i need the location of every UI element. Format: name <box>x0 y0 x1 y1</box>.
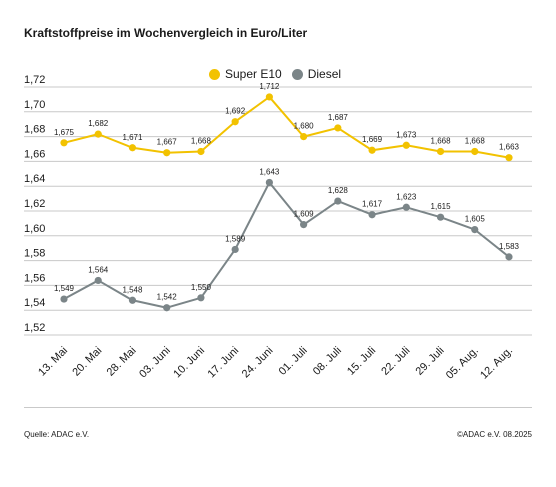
data-point-super-e10 <box>402 141 410 149</box>
y-tick-label: 1,60 <box>24 223 45 235</box>
data-label-diesel: 1,550 <box>191 283 212 292</box>
x-tick-label: 17. Juni <box>206 345 242 381</box>
data-label-super-e10: 1,692 <box>225 107 246 116</box>
data-point-diesel <box>197 294 205 302</box>
data-label-diesel: 1,548 <box>122 285 143 294</box>
x-tick-label: 15. Juli <box>345 345 378 378</box>
data-label-diesel: 1,542 <box>157 293 178 302</box>
legend-swatch-diesel <box>291 68 303 80</box>
data-label-super-e10: 1,682 <box>88 119 109 128</box>
data-label-super-e10: 1,671 <box>122 133 143 142</box>
x-tick-label: 12. Aug. <box>478 345 515 382</box>
data-point-diesel <box>368 211 376 219</box>
x-tick-label: 22. Juli <box>379 345 412 378</box>
x-tick-label: 28. Mai <box>105 345 139 379</box>
series-line-super-e10 <box>63 95 510 159</box>
x-tick-label: 29. Juli <box>414 345 447 378</box>
data-label-super-e10: 1,668 <box>465 136 486 145</box>
data-label-super-e10: 1,712 <box>259 82 280 91</box>
y-tick-label: 1,66 <box>24 148 45 160</box>
data-point-diesel <box>128 296 137 304</box>
data-point-super-e10 <box>368 146 376 154</box>
x-tick-label: 24. Juni <box>240 345 276 381</box>
data-point-super-e10 <box>231 118 239 126</box>
data-label-diesel: 1,628 <box>328 186 349 195</box>
x-tick-label: 01. Juli <box>277 345 310 378</box>
data-point-super-e10 <box>471 147 479 156</box>
data-label-super-e10: 1,673 <box>396 130 417 139</box>
data-label-diesel: 1,564 <box>88 265 109 274</box>
data-label-super-e10: 1,675 <box>54 128 75 137</box>
data-point-diesel <box>60 295 68 303</box>
legend-label-diesel: Diesel <box>307 67 342 81</box>
data-point-super-e10 <box>265 93 273 101</box>
chart-title: Kraftstoffpreise im Wochenvergleich in E… <box>24 26 308 40</box>
y-tick-label: 1,58 <box>24 248 45 260</box>
data-label-diesel: 1,643 <box>259 167 280 176</box>
data-point-diesel <box>505 253 513 261</box>
x-tick-label: 08. Juli <box>311 345 344 378</box>
data-point-super-e10 <box>60 139 68 147</box>
data-point-diesel <box>231 245 239 254</box>
data-label-super-e10: 1,669 <box>362 135 383 144</box>
data-label-super-e10: 1,663 <box>499 143 520 152</box>
x-tick-label: 10. Juni <box>171 345 207 381</box>
y-tick-label: 1,56 <box>24 272 45 284</box>
data-point-super-e10 <box>436 147 445 156</box>
data-label-diesel: 1,549 <box>54 284 75 293</box>
y-tick-label: 1,54 <box>24 297 45 309</box>
data-label-diesel: 1,617 <box>362 200 383 209</box>
legend-label-super-e10: Super E10 <box>225 67 282 81</box>
x-tick-label: 13. Mai <box>36 345 70 379</box>
data-point-super-e10 <box>197 147 205 156</box>
data-label-diesel: 1,605 <box>465 215 486 224</box>
data-label-diesel: 1,589 <box>225 234 246 243</box>
data-label-super-e10: 1,687 <box>328 113 349 122</box>
data-point-super-e10 <box>128 144 137 152</box>
data-label-diesel: 1,609 <box>294 210 315 219</box>
y-tick-label: 1,68 <box>24 124 45 136</box>
data-label-diesel: 1,615 <box>431 202 452 211</box>
data-point-super-e10 <box>505 154 513 162</box>
x-tick-label: 03. Juni <box>137 345 173 381</box>
series-line-diesel <box>63 181 510 309</box>
y-tick-label: 1,62 <box>24 198 45 210</box>
legend-item-super-e10: Super E10 <box>209 67 282 81</box>
data-point-diesel <box>334 197 342 205</box>
y-tick-label: 1,70 <box>24 99 45 111</box>
data-label-super-e10: 1,668 <box>191 136 212 145</box>
data-point-diesel <box>402 203 410 211</box>
data-label-diesel: 1,583 <box>499 242 520 251</box>
data-label-super-e10: 1,667 <box>157 138 178 147</box>
data-label-super-e10: 1,680 <box>294 122 315 131</box>
x-tick-label: 20. Mai <box>70 345 104 379</box>
legend-swatch-super-e10 <box>209 68 220 80</box>
data-point-diesel <box>94 276 102 285</box>
x-tick-label: 05. Aug. <box>444 345 481 382</box>
data-point-super-e10 <box>94 130 102 138</box>
copyright-note: ©ADAC e.V. 08.2025 <box>457 430 532 439</box>
data-point-super-e10 <box>163 149 171 157</box>
source-note: Quelle: ADAC e.V. <box>24 430 90 439</box>
data-point-diesel <box>265 178 273 187</box>
data-point-diesel <box>163 304 171 312</box>
data-label-diesel: 1,623 <box>396 192 417 201</box>
data-point-diesel <box>300 221 308 229</box>
y-tick-label: 1,52 <box>24 322 45 334</box>
data-label-super-e10: 1,668 <box>431 136 452 145</box>
data-point-diesel <box>471 226 479 234</box>
legend: Super E10 Diesel <box>209 66 351 82</box>
y-tick-label: 1,64 <box>24 173 45 185</box>
data-point-super-e10 <box>300 133 308 141</box>
data-point-super-e10 <box>334 124 342 132</box>
data-point-diesel <box>436 213 445 221</box>
legend-item-diesel: Diesel <box>291 67 342 81</box>
bottom-divider <box>24 407 532 408</box>
y-tick-label: 1,72 <box>24 74 45 86</box>
